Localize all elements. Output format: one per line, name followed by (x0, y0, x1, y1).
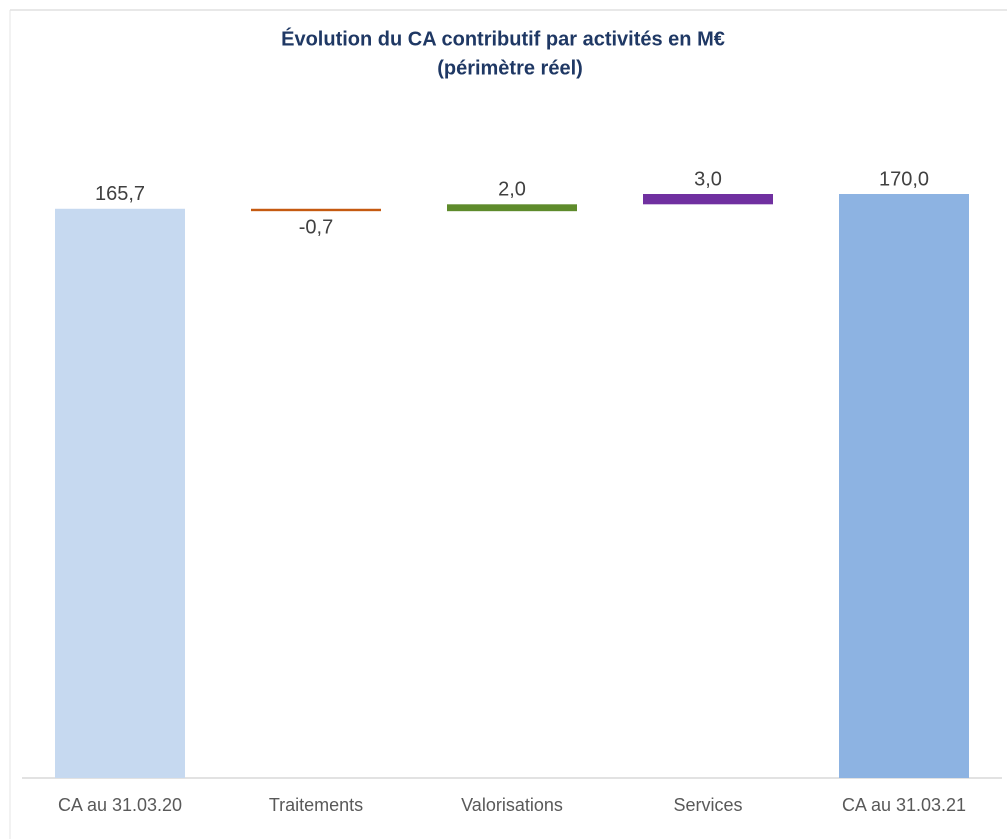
value-label: 2,0 (498, 179, 526, 201)
chart-title: Évolution du CA contributif par activité… (281, 27, 725, 50)
bar (839, 194, 969, 778)
x-tick-label: Services (673, 795, 742, 815)
value-label: 170,0 (879, 168, 929, 190)
chart-subtitle: (périmètre réel) (437, 57, 583, 79)
x-tick-label: CA au 31.03.20 (58, 795, 182, 815)
x-tick-label: Valorisations (461, 795, 563, 815)
x-tick-label: Traitements (269, 795, 363, 815)
value-label: 3,0 (694, 168, 722, 190)
value-label: -0,7 (299, 216, 333, 238)
bar (447, 204, 577, 212)
bar (643, 194, 773, 205)
x-tick-label: CA au 31.03.21 (842, 795, 966, 815)
bar (251, 208, 381, 212)
value-label: 165,7 (95, 183, 145, 205)
bar (55, 208, 185, 779)
